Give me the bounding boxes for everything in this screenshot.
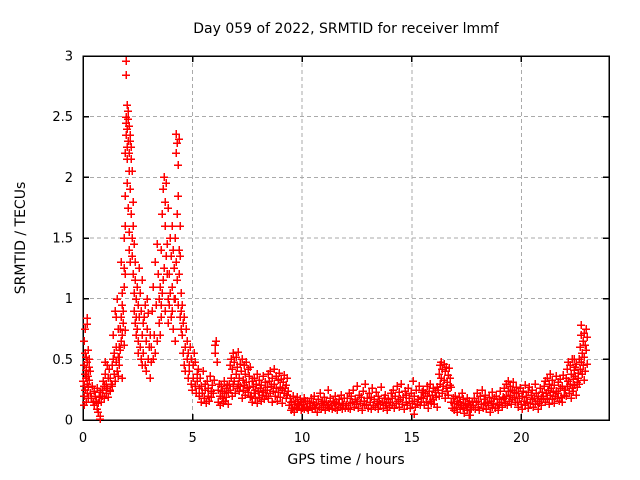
grid-lines [83,56,609,420]
y-tick-label: 1.5 [52,232,73,247]
x-tick-label: 10 [294,431,311,446]
x-tick-label: 20 [513,431,530,446]
x-tick-label: 15 [403,431,420,446]
y-tick-labels: 0 0.5 1 1.5 2 2.5 3 [52,50,73,429]
y-tick-label: 0 [65,414,73,429]
x-tick-label: 0 [79,431,87,446]
y-tick-label: 3 [65,50,73,65]
y-tick-label: 2.5 [52,110,73,125]
y-tick-label: 0.5 [52,353,73,368]
y-tick-label: 2 [65,171,73,186]
data-points [79,57,591,423]
x-tick-labels: 0 5 10 15 20 [79,431,530,446]
x-axis-label: GPS time / hours [287,452,405,468]
chart-title: Day 059 of 2022, SRMTID for receiver lmm… [193,21,499,37]
x-tick-label: 5 [188,431,196,446]
plot-border [82,55,610,421]
y-tick-label: 1 [65,292,73,307]
